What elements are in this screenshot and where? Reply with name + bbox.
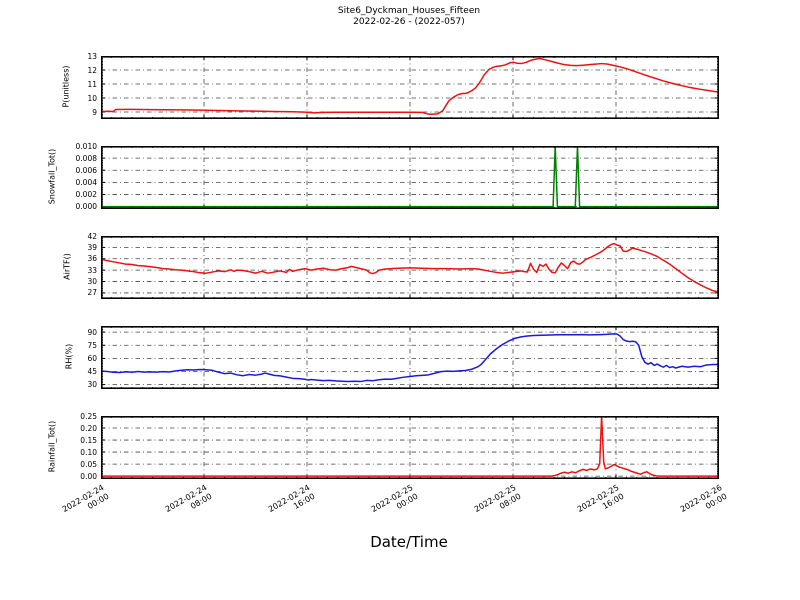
x-tick-time: 08:00 [188,491,213,511]
subplot-rh-plot [100,326,719,389]
y-tick-label: 0.000 [75,202,97,212]
y-tick-label: 33 [87,265,97,275]
x-tick-date: 2022-02-24 [266,483,311,515]
x-tick-label: 2022-02-24 08:00 [108,483,213,554]
y-tick-label: 0.15 [80,435,97,445]
x-tick-label: 2022-02-25 16:00 [520,483,625,554]
chart-title-line2: 2022-02-26 - (2022-057) [353,16,465,27]
subplot-p-plot [100,56,719,119]
y-tick-label: 60 [87,353,97,363]
x-axis-label: Date/Time [370,533,448,551]
x-tick-label: 2022-02-24 00:00 [5,483,110,554]
y-tick-label: 9 [92,107,97,117]
y-tick-label: 45 [87,367,97,376]
y-tick-label: 27 [87,288,97,298]
y-tick-label: 12 [87,65,97,75]
y-tick-label: 0.10 [80,447,97,457]
y-axis-label-rainfall: Rainfall_Tot() [47,420,57,472]
subplot-rainfall-plot [100,416,719,479]
series-line-airtf [100,242,719,293]
x-tick-time: 00:00 [703,491,728,511]
y-tick-label: 13 [87,51,97,61]
y-tick-label: 10 [87,93,97,103]
y-tick-label: 30 [87,277,97,287]
y-tick-label: 0.05 [80,459,97,469]
x-tick-time: 00:00 [85,491,110,511]
y-tick-label: 0.00 [80,471,97,481]
y-tick-label: 39 [87,242,97,252]
y-tick-label: 11 [87,79,97,89]
x-tick-time: 16:00 [600,491,625,511]
x-tick-label: 2022-02-26 00:00 [623,483,728,554]
series-line-rainfall [100,416,719,477]
subplot-snowfall-plot [100,146,719,209]
y-tick-label: 0.004 [75,177,97,187]
y-tick-label: 0.002 [75,189,97,199]
y-tick-label: 90 [87,327,97,337]
series-line-p [100,57,719,115]
y-tick-label: 0.010 [75,141,97,151]
y-tick-label: 0.25 [80,411,97,421]
y-tick-label: 30 [87,380,97,390]
x-tick-time: 16:00 [291,491,316,511]
y-axis-label-snowfall: Snowfall_Tot() [47,148,57,204]
y-axis-label-p: P(unitless) [61,64,71,108]
x-tick-date: 2022-02-25 [575,483,620,515]
y-tick-label: 0.006 [75,165,97,175]
x-tick-date: 2022-02-26 [678,483,723,515]
y-tick-label: 0.008 [75,153,97,163]
chart-title: Site6_Dyckman_Houses_Fifteen 2022-02-26 … [0,6,800,27]
series-line-snowfall [100,146,719,208]
x-tick-date: 2022-02-24 [163,483,208,515]
y-tick-label: 36 [87,254,97,264]
y-tick-label: 42 [87,231,97,241]
x-tick-label: 2022-02-24 16:00 [211,483,316,554]
y-tick-label: 75 [87,340,97,350]
y-axis-label-rh: RH(%) [64,343,74,369]
y-tick-label: 0.20 [80,423,97,433]
series-line-rh [100,333,719,383]
subplot-airtf-plot [100,236,719,299]
chart-title-line1: Site6_Dyckman_Houses_Fifteen [337,6,481,16]
